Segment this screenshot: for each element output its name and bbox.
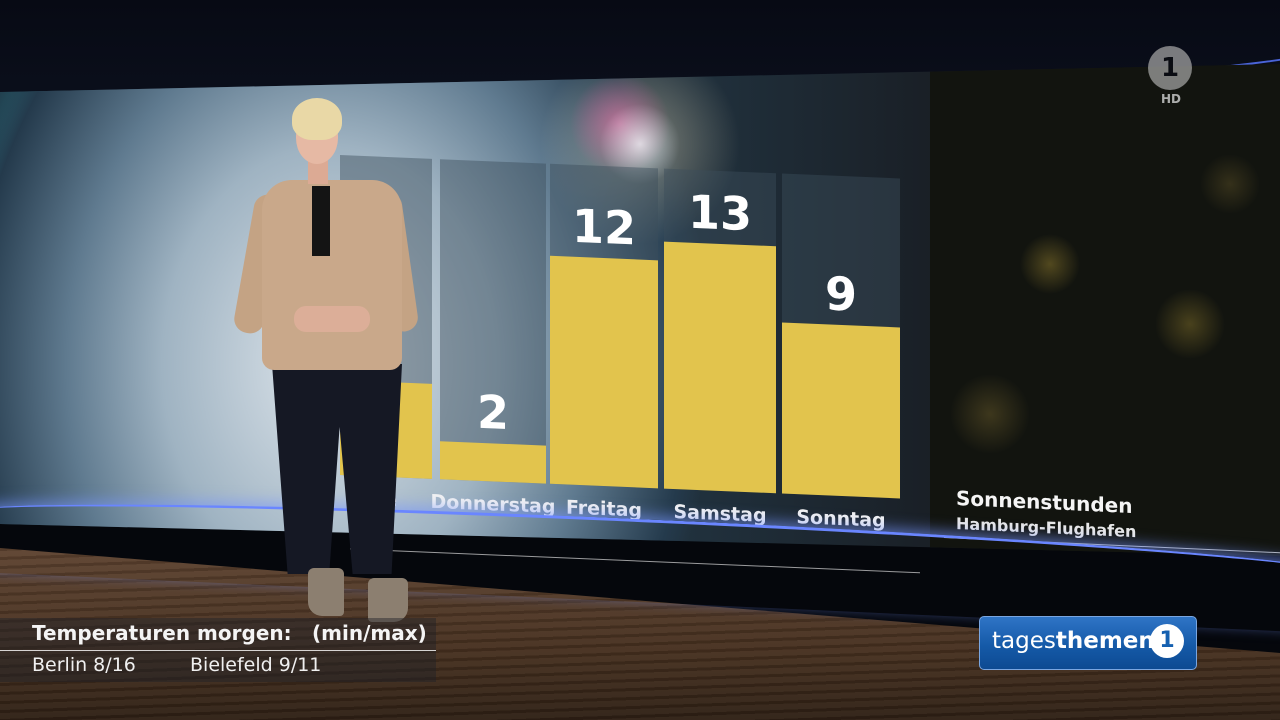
lower-third-unit: (min/max) bbox=[312, 621, 427, 645]
tagesthemen-logo-glyph: 1 bbox=[1159, 628, 1175, 653]
tagesthemen-wordmark: tagesthemen bbox=[992, 628, 1155, 654]
lower-third-divider bbox=[0, 650, 436, 651]
presenter-shoe-left bbox=[308, 568, 344, 616]
chart-bar bbox=[550, 255, 658, 489]
lower-third-city-1: Berlin 8/16 bbox=[32, 654, 136, 676]
presenter-shoe-right bbox=[368, 578, 408, 622]
hd-label: HD bbox=[1160, 92, 1181, 106]
wordmark-prefix: tages bbox=[992, 628, 1056, 654]
presenter-top bbox=[312, 186, 330, 256]
chart-bar-value: 13 bbox=[687, 184, 752, 242]
presenter-hands bbox=[294, 306, 370, 332]
city-lights-background bbox=[930, 64, 1280, 556]
chart-bar bbox=[664, 241, 776, 494]
presenter-hair bbox=[292, 98, 342, 140]
weather-presenter bbox=[232, 96, 420, 636]
presenter-neck bbox=[308, 160, 328, 184]
ard-logo-icon bbox=[1148, 46, 1192, 90]
chart-bar bbox=[782, 322, 900, 499]
chart-bar-value: 2 bbox=[476, 384, 509, 441]
lower-third-title: Temperaturen morgen: bbox=[32, 621, 292, 645]
presenter-jacket bbox=[262, 180, 402, 370]
chart-bar-value: 12 bbox=[571, 198, 636, 256]
tagesthemen-logo-icon bbox=[1150, 624, 1184, 658]
chart-bar-value: 9 bbox=[824, 266, 857, 322]
ard-logo-glyph: 1 bbox=[1160, 53, 1180, 83]
presenter-trousers bbox=[272, 364, 402, 574]
chart-bar bbox=[440, 441, 546, 484]
lower-third-city-2: Bielefeld 9/11 bbox=[190, 654, 322, 676]
wordmark-suffix: themen bbox=[1055, 628, 1155, 654]
